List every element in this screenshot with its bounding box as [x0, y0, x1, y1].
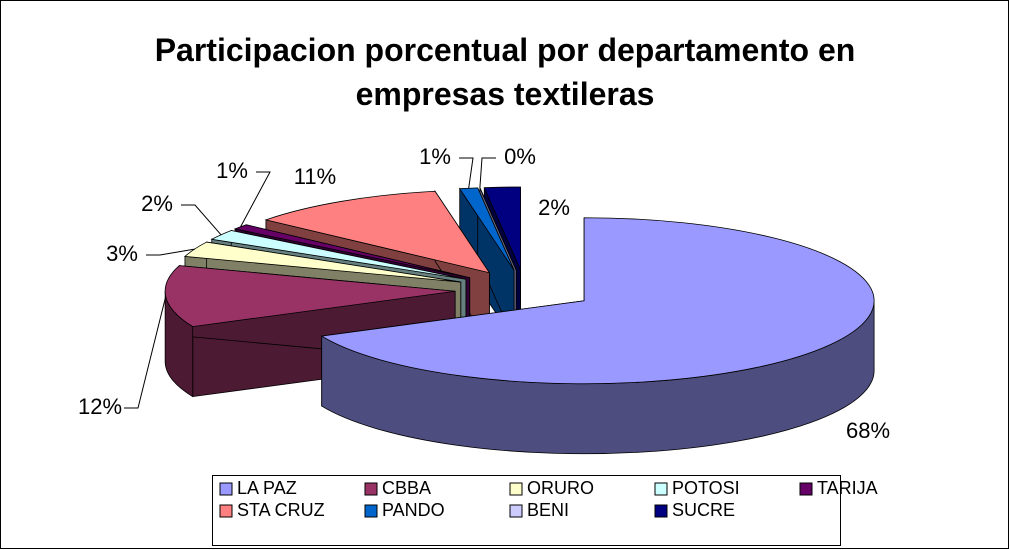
legend-swatch — [219, 504, 233, 518]
legend-label: POTOSI — [672, 478, 740, 498]
leader-line — [146, 248, 195, 256]
leader-line — [459, 157, 474, 189]
data-label: 3% — [106, 241, 138, 266]
legend-swatch — [364, 504, 378, 518]
data-label: 1% — [216, 158, 248, 183]
slice — [483, 186, 522, 271]
leader-line — [479, 157, 496, 188]
data-label: 12% — [78, 394, 122, 419]
legend-label: TARIJA — [817, 478, 878, 498]
leader-line — [240, 171, 271, 228]
data-label: 68% — [846, 418, 890, 443]
chart-title: Participacion porcentual por departament… — [154, 32, 856, 112]
legend-label: STA CRUZ — [237, 500, 325, 520]
legend-swatch — [364, 482, 378, 496]
legend-swatch — [509, 482, 523, 496]
slice — [264, 190, 491, 274]
slice — [210, 230, 466, 280]
leader-line — [181, 204, 222, 236]
legend-label: LA PAZ — [237, 478, 297, 498]
slice — [320, 217, 875, 385]
legend-swatch — [654, 504, 668, 518]
legend-label: ORURO — [527, 478, 594, 498]
leader-line — [124, 296, 167, 409]
legend-swatch — [799, 482, 813, 496]
data-label: 2% — [538, 195, 570, 220]
data-label: 1% — [419, 144, 451, 169]
slice — [458, 187, 515, 271]
data-label: 2% — [141, 191, 173, 216]
legend-swatch — [654, 482, 668, 496]
legend-label: SUCRE — [672, 500, 735, 520]
legend-label: CBBA — [382, 478, 431, 498]
slice — [183, 241, 461, 283]
data-label: 11% — [294, 164, 336, 189]
legend-label: PANDO — [382, 500, 445, 520]
legend-swatch — [219, 482, 233, 496]
data-label: 0% — [504, 144, 536, 169]
legend-box — [212, 475, 841, 546]
legend-label: BENI — [527, 500, 569, 520]
legend-swatch — [509, 504, 523, 518]
